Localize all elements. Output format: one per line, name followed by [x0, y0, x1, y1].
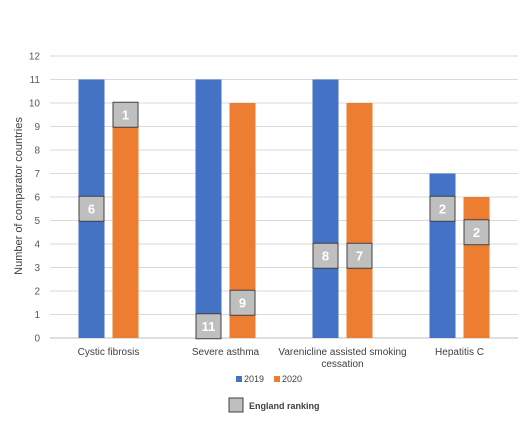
- legend-label: 2019: [244, 374, 264, 384]
- y-tick-label: 8: [34, 146, 40, 157]
- legend-swatch-2019: [236, 376, 242, 382]
- y-tick-label: 7: [34, 169, 40, 180]
- ranking-value: 8: [322, 248, 329, 263]
- y-tick-label: 3: [34, 263, 40, 274]
- ranking-box: [463, 219, 490, 246]
- ranking-box: [78, 195, 105, 222]
- category-labels: Cystic fibrosis Severe asthma Varenicline …: [78, 347, 484, 370]
- ranking-value: 7: [356, 248, 363, 263]
- ranking-box: [112, 101, 139, 128]
- bar-2019: [312, 79, 339, 338]
- y-tick-label: 2: [34, 287, 40, 298]
- bar-2020: [346, 103, 373, 338]
- ranking-box: [312, 242, 339, 269]
- bar-2020: [463, 197, 490, 338]
- ranking-box: [429, 195, 456, 222]
- legend-ranking-swatch: [228, 397, 244, 413]
- y-tick-label: 5: [34, 216, 40, 227]
- category-label: Cystic fibrosis: [78, 347, 140, 358]
- y-tick-label: 6: [34, 193, 40, 204]
- ranking-box: [346, 242, 373, 269]
- bars: [78, 79, 490, 338]
- ranking-box: [229, 289, 256, 316]
- ranking-value: 11: [202, 319, 216, 334]
- ranking-value: 1: [122, 107, 129, 122]
- legend-swatch-2020: [274, 376, 280, 382]
- category-label: Varenicline assisted smoking: [278, 347, 406, 358]
- y-axis-label: Number of comparator countries: [13, 117, 25, 275]
- category-label: Hepatitis C: [435, 347, 484, 358]
- legend-label: 2020: [282, 374, 302, 384]
- y-tick-label: 12: [29, 52, 41, 63]
- y-tick-label: 1: [34, 310, 40, 321]
- category-label: Severe asthma: [192, 347, 260, 358]
- y-tick-label: 10: [29, 99, 41, 110]
- y-tick-label: 9: [34, 122, 40, 133]
- y-tick-label: 11: [30, 75, 41, 86]
- ranking-value: 2: [439, 201, 446, 216]
- bar-2020: [112, 103, 139, 338]
- ranking-box: [195, 313, 222, 340]
- ranking-value: 6: [88, 201, 95, 216]
- ranking-value: 9: [239, 295, 246, 310]
- legend: 2019 2020 England ranking: [228, 374, 320, 413]
- category-label: cessation: [321, 359, 363, 370]
- bar-2019: [195, 79, 222, 338]
- y-tick-label: 0: [34, 334, 40, 345]
- ranking-value: 2: [473, 225, 480, 240]
- legend-ranking-label: England ranking: [249, 401, 320, 411]
- y-tick-label: 4: [34, 240, 40, 251]
